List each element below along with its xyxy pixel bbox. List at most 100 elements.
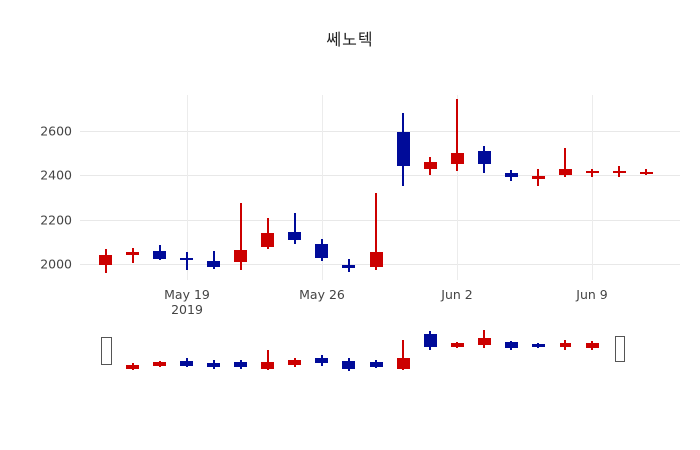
candle-body <box>315 244 329 258</box>
candle-wick <box>185 252 188 270</box>
y-tick-label: 2400 <box>40 167 72 183</box>
lower-candle <box>504 341 518 350</box>
candle-body <box>450 152 464 165</box>
candle-body <box>288 232 302 240</box>
candle-may-16 <box>153 245 167 260</box>
candle-body <box>396 131 410 167</box>
lower-candle <box>180 358 194 367</box>
lower-candle <box>559 340 571 350</box>
candle-may-14 <box>99 248 113 274</box>
lower-candle <box>423 331 437 350</box>
candle-body <box>153 251 167 259</box>
candle-jun-12 <box>639 168 653 176</box>
lower-candle-body <box>234 362 248 367</box>
lower-candle <box>315 355 329 366</box>
x-tick-label: May 26 <box>299 287 345 302</box>
candle-body <box>234 249 248 263</box>
candle-body <box>342 265 356 268</box>
lower-candle <box>369 360 383 368</box>
lower-candle-body <box>504 342 518 348</box>
gridline-x-may-19 <box>187 95 188 280</box>
gridline-y-2200 <box>80 220 680 221</box>
candle-body <box>585 170 599 174</box>
candle-may-24 <box>315 238 329 262</box>
lower-candle <box>234 360 248 369</box>
candle-jun-10 <box>585 168 599 178</box>
candle-jun-5 <box>531 168 545 187</box>
candle-body <box>504 172 518 178</box>
candle-body <box>612 170 626 174</box>
candle-wick <box>212 251 215 269</box>
candle-wick <box>456 99 459 171</box>
candle-may-30 <box>423 157 437 176</box>
lower-candle-body <box>559 343 571 347</box>
gridline-x-jun-9 <box>592 95 593 280</box>
candle-jun-4 <box>504 169 518 181</box>
candle-body <box>126 252 140 256</box>
lower-candle-body <box>585 343 599 348</box>
candle-may-31 <box>450 99 464 171</box>
lower-candle-body <box>126 365 140 369</box>
candle-body <box>99 255 113 266</box>
lower-candle-body <box>288 360 302 365</box>
lower-candle <box>585 341 599 350</box>
candle-may-28 <box>369 193 383 270</box>
candle-wick <box>239 203 242 270</box>
x-tick-label: May 19 2019 <box>164 287 210 317</box>
lower-candle-body <box>342 361 356 369</box>
lower-candle-body <box>477 338 491 345</box>
lower-candle <box>477 330 491 348</box>
candle-wick <box>131 247 134 264</box>
lower-candle <box>531 343 545 348</box>
lower-candle <box>261 350 275 370</box>
candle-may-29 <box>396 112 410 187</box>
y-tick-label: 2600 <box>40 123 72 139</box>
lower-candle-body <box>261 362 275 369</box>
candle-body <box>180 257 194 261</box>
lower-candle <box>450 342 464 348</box>
lower-candle-body <box>450 343 464 347</box>
candle-body <box>207 261 221 267</box>
candle-may-27 <box>342 258 356 273</box>
candle-body <box>558 168 572 176</box>
gridline-y-2600 <box>80 131 680 132</box>
lower-candle-wick <box>266 350 269 370</box>
lower-candle-body <box>531 344 545 347</box>
lower-candle <box>207 360 221 369</box>
candle-may-20 <box>207 251 221 269</box>
candle-wick <box>293 213 296 245</box>
lower-candle <box>126 363 140 370</box>
lower-candle-hollow <box>101 337 113 365</box>
gridline-y-2400 <box>80 175 680 176</box>
x-tick-label: Jun 9 <box>576 287 608 302</box>
lower-candle-wick <box>402 340 405 370</box>
candle-body <box>369 252 383 267</box>
lower-candle-body <box>396 358 410 369</box>
lower-candle-body <box>369 362 383 367</box>
candle-may-17 <box>180 252 194 270</box>
candle-wick <box>375 193 377 270</box>
x-tick-label: Jun 2 <box>441 287 473 302</box>
lower-candle-body <box>153 362 167 366</box>
chart-title: 쎄노텍 <box>326 30 374 49</box>
gridline-x-may-26 <box>322 95 323 280</box>
lower-candle-body <box>315 358 329 363</box>
gridline-x-jun-2 <box>457 95 458 280</box>
candle-body <box>531 176 545 179</box>
candle-body <box>477 150 491 165</box>
lower-candle <box>288 358 302 367</box>
y-tick-label: 2200 <box>40 212 72 228</box>
lower-candle <box>342 358 356 371</box>
lower-candle <box>153 361 167 367</box>
lower-candle <box>396 340 410 370</box>
candle-body <box>639 171 653 175</box>
candle-jun-3 <box>477 146 491 173</box>
lower-candle-hollow <box>615 336 626 362</box>
candle-jun-7 <box>558 148 572 178</box>
y-tick-label: 2000 <box>40 256 72 272</box>
candle-wick <box>564 148 567 178</box>
candle-may-15 <box>126 247 140 264</box>
candle-jun-11 <box>612 166 626 178</box>
candle-body <box>261 233 275 247</box>
